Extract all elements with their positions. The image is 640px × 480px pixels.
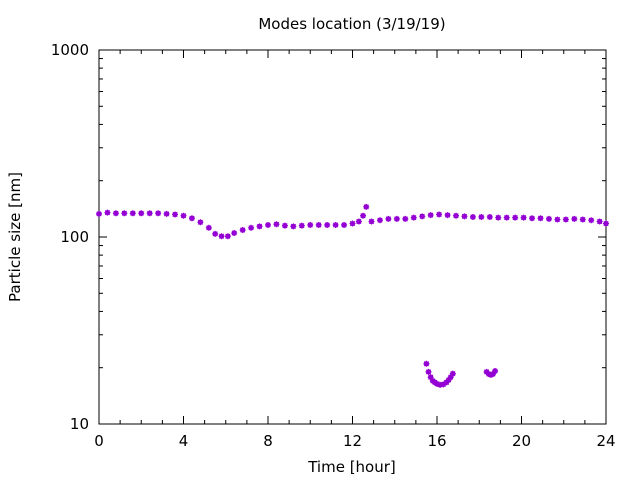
data-point-marker <box>588 217 595 224</box>
data-point-marker <box>290 223 297 230</box>
data-point-marker <box>423 360 430 367</box>
data-point-marker <box>545 215 552 222</box>
data-point-marker <box>449 370 456 377</box>
data-point-marker <box>512 214 519 221</box>
x-tick-label: 0 <box>94 432 104 450</box>
data-point-marker <box>239 227 246 234</box>
data-points <box>96 203 609 388</box>
data-point-marker <box>188 215 195 222</box>
data-point-marker <box>453 212 460 219</box>
y-tick-label: 1000 <box>51 41 89 59</box>
data-point-marker <box>180 212 187 219</box>
data-point-marker <box>443 379 450 386</box>
x-tick-label: 12 <box>343 432 362 450</box>
data-point-marker <box>96 210 102 217</box>
data-point-marker <box>281 222 288 229</box>
data-point-marker <box>603 220 609 227</box>
data-point-marker <box>355 218 362 225</box>
x-tick-label: 24 <box>596 432 615 450</box>
data-point-marker <box>172 211 179 218</box>
data-point-marker <box>341 221 348 228</box>
x-tick-label: 16 <box>427 432 446 450</box>
data-point-marker <box>596 218 603 225</box>
x-tick-label: 8 <box>263 432 273 450</box>
data-point-marker <box>315 221 322 228</box>
data-point-marker <box>332 221 339 228</box>
data-point-marker <box>307 221 314 228</box>
x-axis: 0 4 8 12 16 20 24 <box>94 50 616 450</box>
data-point-marker <box>529 215 536 222</box>
data-point-marker <box>112 210 119 217</box>
data-point-marker <box>349 220 356 227</box>
data-point-marker <box>298 222 305 229</box>
data-point-marker <box>197 219 204 226</box>
data-point-marker <box>393 215 400 222</box>
data-point-marker <box>363 203 370 210</box>
x-axis-label: Time [hour] <box>307 458 396 476</box>
data-point-marker <box>368 218 375 225</box>
data-point-marker <box>436 211 443 218</box>
x-tick-label: 20 <box>512 432 531 450</box>
data-point-marker <box>324 221 331 228</box>
data-point-marker <box>163 210 170 217</box>
data-point-marker <box>427 374 434 381</box>
data-point-marker <box>205 224 212 231</box>
chart-title: Modes location (3/19/19) <box>258 15 445 33</box>
data-point-marker <box>360 212 367 219</box>
data-point-marker <box>265 221 271 228</box>
data-point-marker <box>562 216 569 223</box>
data-point-marker <box>489 371 496 378</box>
y-axis-label: Particle size [nm] <box>6 172 24 302</box>
data-point-marker <box>104 209 111 216</box>
data-point-marker <box>376 217 383 224</box>
data-point-marker <box>492 368 499 375</box>
data-point-marker <box>461 213 468 220</box>
data-point-marker <box>410 214 417 221</box>
data-point-marker <box>503 214 510 221</box>
plot-frame <box>98 49 607 425</box>
y-axis: 10 100 1000 <box>51 41 606 433</box>
data-point-marker <box>402 215 409 222</box>
data-point-marker <box>537 215 544 222</box>
data-point-marker <box>138 210 145 217</box>
data-point-marker <box>554 216 561 223</box>
data-point-marker <box>447 374 454 381</box>
data-point-marker <box>425 368 432 375</box>
data-point-marker <box>427 212 434 219</box>
x-tick-label: 4 <box>179 432 189 450</box>
data-point-marker <box>218 233 225 240</box>
data-point-marker <box>437 381 444 388</box>
data-point-marker <box>146 210 153 217</box>
data-point-marker <box>495 214 502 221</box>
data-point-marker <box>273 221 280 228</box>
data-point-marker <box>419 213 426 220</box>
data-point-marker <box>478 213 485 220</box>
data-point-marker <box>231 230 238 237</box>
data-point-marker <box>385 215 392 222</box>
data-point-marker <box>444 212 451 219</box>
data-point-marker <box>256 223 263 230</box>
data-point-marker <box>571 215 578 222</box>
data-point-marker <box>155 210 162 217</box>
data-point-marker <box>434 380 440 387</box>
data-point-marker <box>445 376 452 383</box>
y-tick-label: 10 <box>70 415 89 433</box>
data-point-marker <box>469 213 476 220</box>
data-point-marker <box>440 381 447 388</box>
data-point-marker <box>224 233 231 240</box>
data-point-marker <box>579 216 586 223</box>
data-point-marker <box>212 230 219 237</box>
data-point-marker <box>486 213 493 220</box>
data-point-marker <box>248 224 255 231</box>
data-point-marker <box>121 210 128 217</box>
y-tick-label: 100 <box>60 228 89 246</box>
data-point-marker <box>520 214 527 221</box>
data-point-marker <box>129 210 136 217</box>
